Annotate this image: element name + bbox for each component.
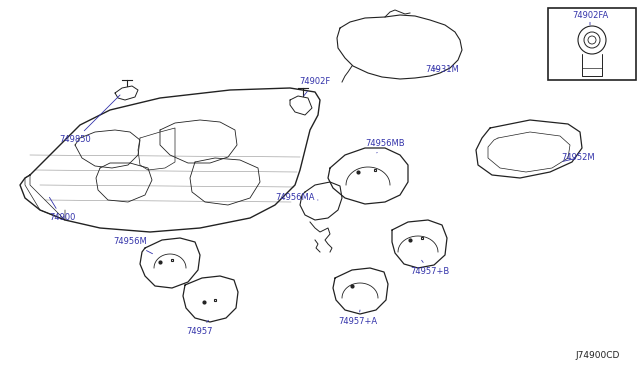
Text: 74952M: 74952M — [561, 154, 595, 163]
Text: 74957+B: 74957+B — [410, 260, 450, 276]
Text: 74956MB: 74956MB — [365, 138, 405, 153]
Text: 74931M: 74931M — [425, 65, 459, 74]
Text: 74900: 74900 — [49, 198, 75, 222]
Text: 749850: 749850 — [59, 95, 120, 144]
Text: J74900CD: J74900CD — [575, 351, 620, 360]
Text: 74956MA: 74956MA — [275, 193, 318, 202]
Text: 74957+A: 74957+A — [339, 310, 378, 327]
Text: 74902FA: 74902FA — [572, 10, 608, 25]
Text: 74957: 74957 — [187, 320, 213, 337]
Bar — [548, 8, 636, 80]
Text: 74956M: 74956M — [113, 237, 152, 254]
Text: 74902F: 74902F — [300, 77, 331, 96]
